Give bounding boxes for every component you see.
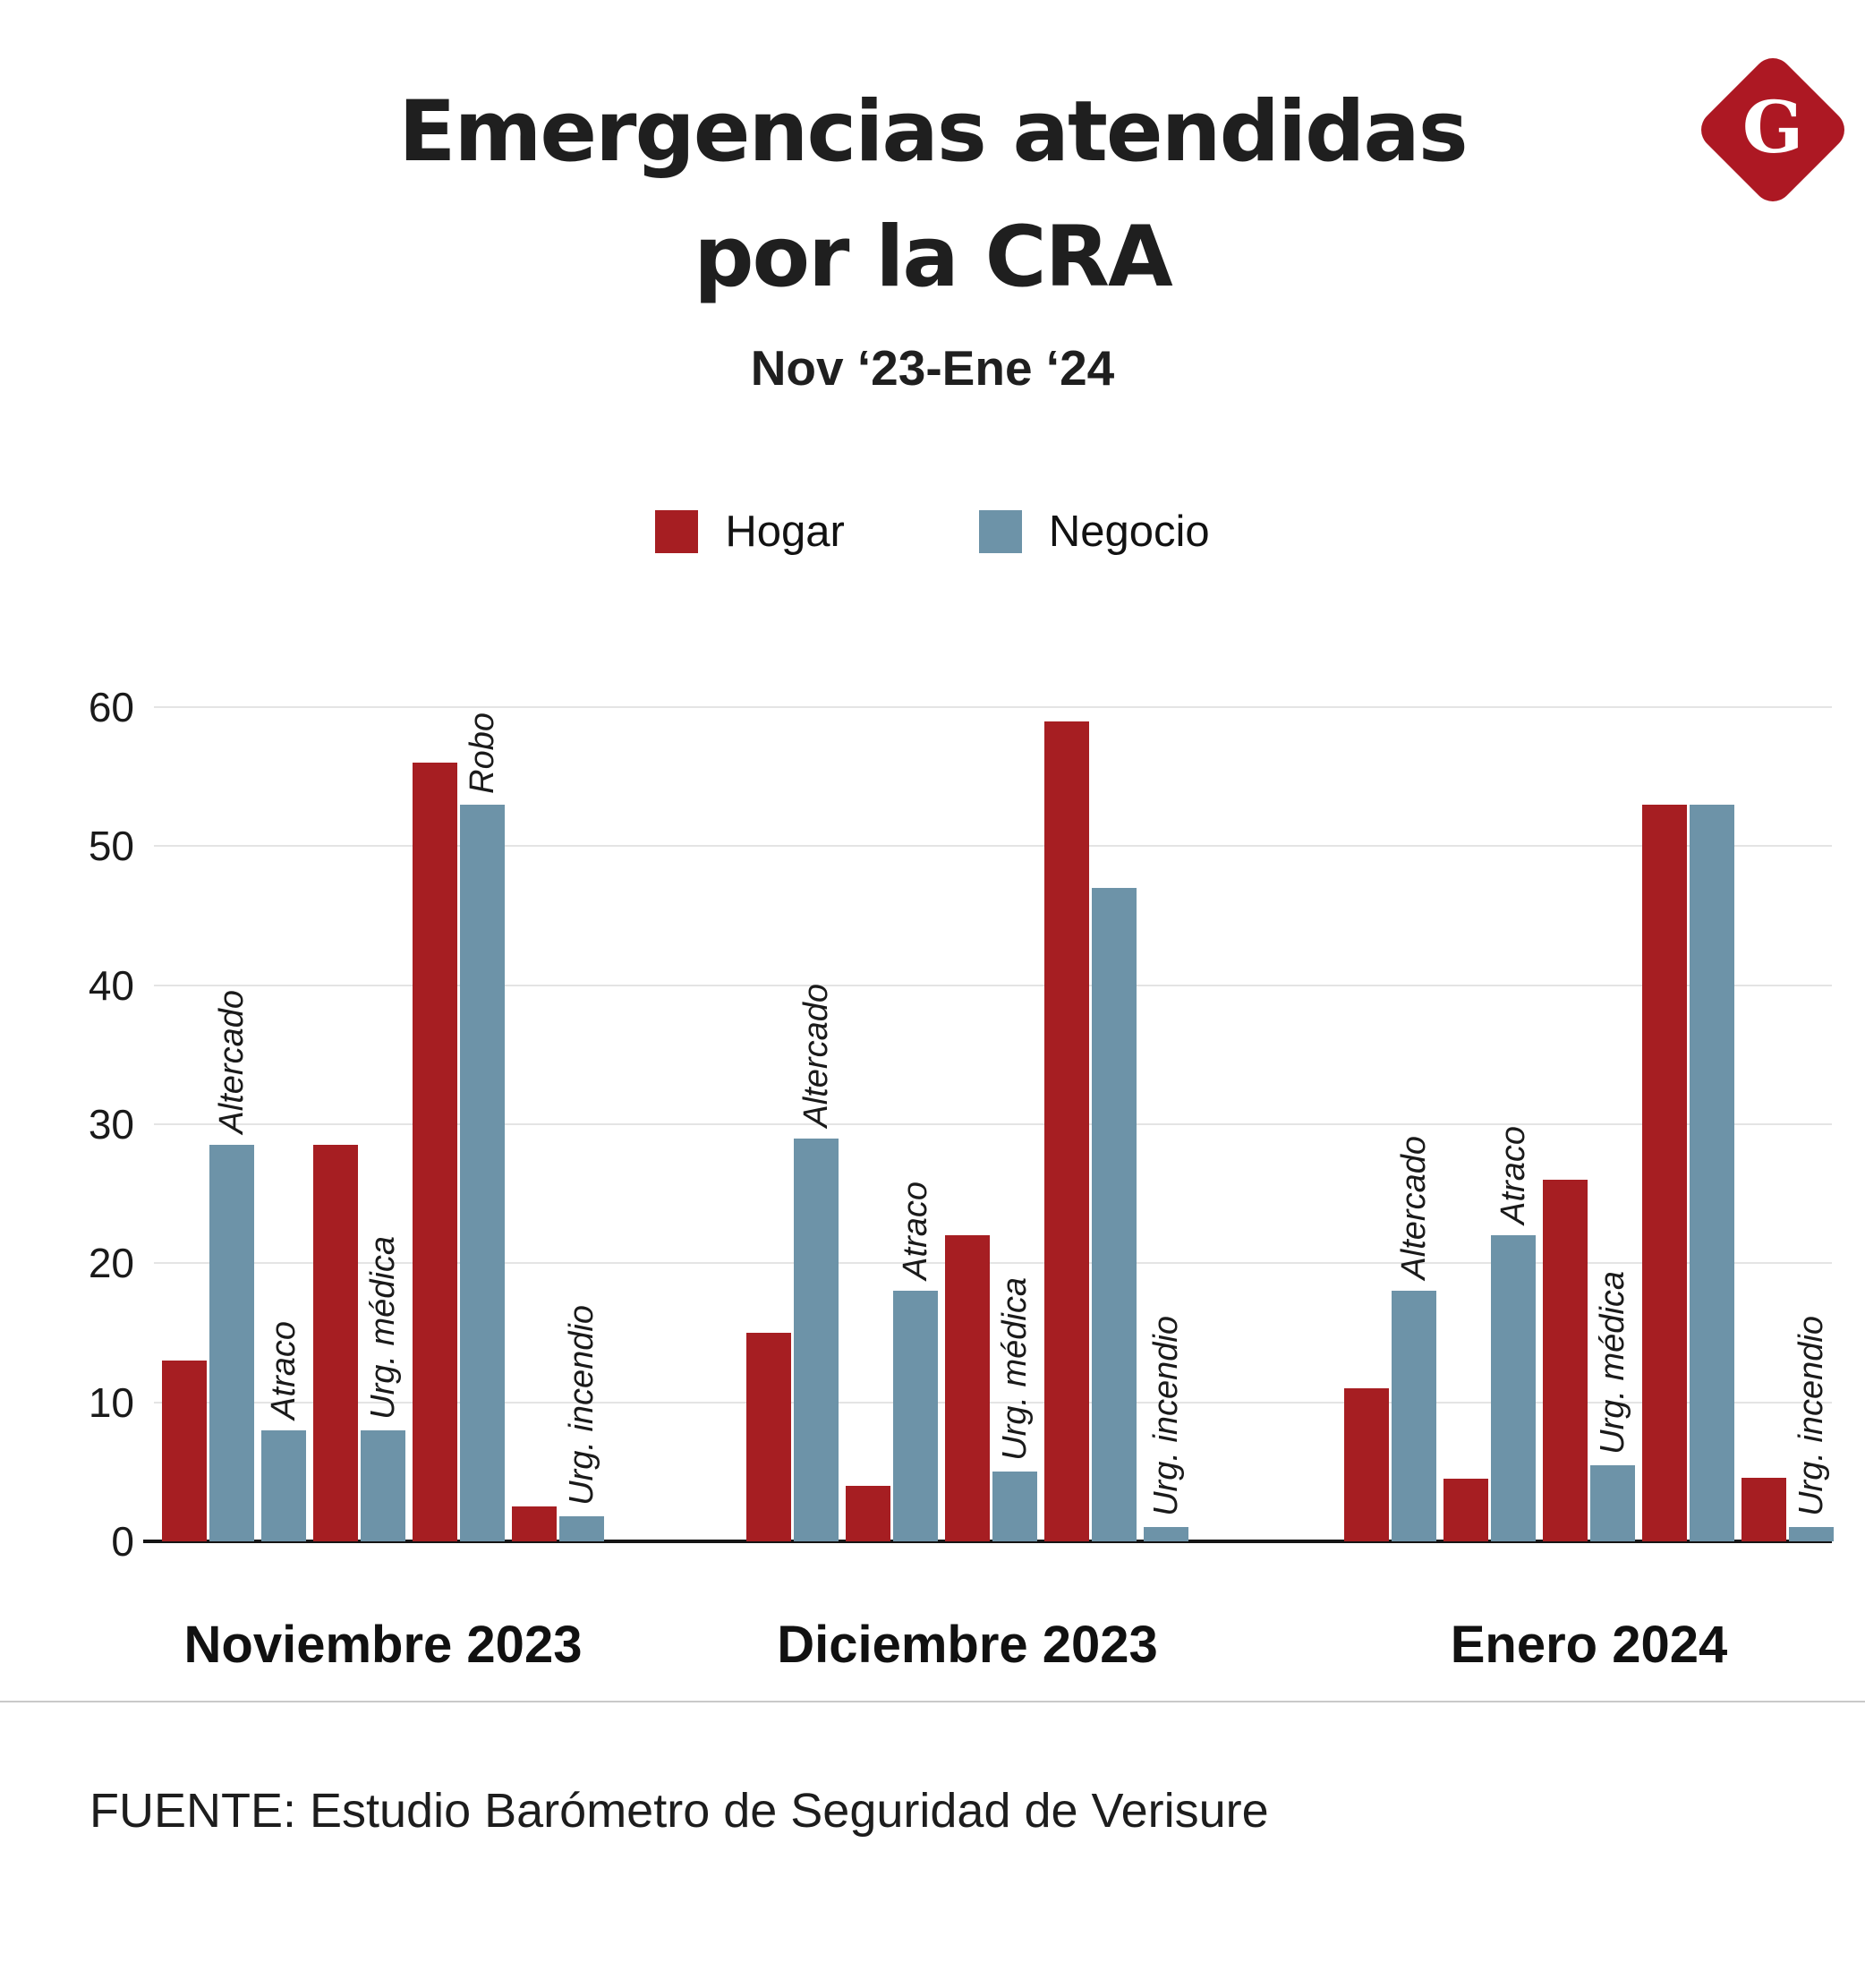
hogar-bar — [846, 1486, 890, 1541]
negocio-bar: Urg. médica — [361, 1236, 405, 1541]
hogar-bar — [413, 763, 457, 1541]
source-note: FUENTE: Estudio Barómetro de Seguridad d… — [89, 1784, 1269, 1838]
x-axis-line — [143, 1540, 1832, 1543]
y-tick-label: 40 — [88, 962, 134, 1009]
logo-letter: G — [1742, 85, 1804, 169]
category-pair: Atraco — [846, 1182, 938, 1541]
month-group: Altercado Atraco Urg. médica Urg. incendio E… — [1344, 805, 1834, 1674]
category-pair: Altercado — [1344, 1136, 1436, 1541]
category-label: Altercado — [213, 990, 251, 1134]
category-label: Urg. incendio — [1793, 1316, 1830, 1516]
category-pair: Atraco — [261, 1321, 306, 1541]
gridline-10 — [154, 1402, 1832, 1404]
hogar-bar — [313, 1145, 358, 1541]
publisher-logo: G — [1692, 49, 1853, 210]
category-pair — [1642, 805, 1734, 1541]
legend-label-negocio: Negocio — [1048, 508, 1210, 556]
gridline-50 — [154, 845, 1832, 847]
negocio-bar — [1092, 888, 1137, 1541]
hogar-bar — [1742, 1478, 1786, 1541]
category-label: Urg. médica — [364, 1236, 402, 1420]
category-pair: Urg. médica — [313, 1145, 405, 1541]
hogar-bar — [746, 1333, 791, 1541]
category-label: Robo — [464, 712, 501, 794]
y-tick-label: 50 — [88, 823, 134, 869]
negocio-bar: Atraco — [893, 1182, 938, 1541]
y-axis-labels: 0 10 20 30 40 50 60 — [27, 684, 134, 1565]
hogar-bar — [1344, 1388, 1389, 1541]
chart-title-line2: por la CRA — [694, 209, 1172, 306]
category-pair — [1044, 721, 1137, 1541]
category-pair: Urg. médica — [1543, 1180, 1635, 1541]
negocio-bar: Robo — [460, 712, 505, 1541]
negocio-bar: Urg. incendio — [559, 1305, 604, 1541]
negocio-bar: Urg. médica — [992, 1277, 1037, 1541]
negocio-bar: Atraco — [1491, 1126, 1536, 1541]
category-pair: Urg. incendio — [512, 1305, 604, 1541]
footer-divider — [0, 1701, 1865, 1702]
hogar-bar — [1642, 805, 1687, 1541]
category-pair: Urg. incendio — [1742, 1316, 1834, 1541]
category-pair: Altercado — [162, 990, 254, 1541]
plot-area: Altercado Atraco Urg. médica Robo Urg. incen… — [143, 706, 1834, 1674]
negocio-color-swatch — [978, 510, 1022, 553]
gridline-60 — [154, 706, 1832, 708]
category-label: Urg. médica — [1594, 1271, 1631, 1455]
negocio-bar: Altercado — [794, 984, 839, 1541]
y-tick-label: 0 — [111, 1518, 134, 1565]
hogar-bar — [1044, 721, 1089, 1541]
negocio-bar — [1690, 805, 1734, 1541]
legend-item-hogar: Hogar — [655, 507, 845, 557]
category-label: Atraco — [897, 1182, 934, 1280]
hogar-bar — [945, 1235, 990, 1541]
month-label: Noviembre 2023 — [183, 1616, 583, 1674]
month-group: Altercado Atraco Urg. médica Urg. incendio D… — [746, 721, 1188, 1674]
gridline-20 — [154, 1262, 1832, 1264]
category-pair: Robo — [413, 712, 505, 1541]
month-label: Enero 2024 — [1450, 1616, 1728, 1674]
y-tick-label: 10 — [88, 1379, 134, 1426]
category-label: Urg. incendio — [1147, 1316, 1185, 1516]
negocio-bar: Altercado — [1392, 1136, 1436, 1541]
category-label: Altercado — [1395, 1136, 1433, 1280]
gridline-40 — [154, 985, 1832, 986]
hogar-bar — [1443, 1479, 1488, 1541]
y-tick-label: 20 — [88, 1240, 134, 1286]
y-tick-label: 60 — [88, 684, 134, 730]
category-pair: Altercado — [746, 984, 839, 1541]
category-pair: Atraco — [1443, 1126, 1536, 1541]
category-label: Urg. médica — [996, 1277, 1034, 1461]
legend: Hogar Negocio — [0, 507, 1865, 557]
category-label: Urg. incendio — [563, 1305, 600, 1506]
hogar-bar — [1543, 1180, 1588, 1541]
month-group: Altercado Atraco Urg. médica Robo Urg. incen… — [162, 712, 604, 1674]
legend-label-hogar: Hogar — [725, 508, 845, 556]
hogar-bar — [512, 1506, 557, 1541]
negocio-bar: Altercado — [209, 990, 254, 1541]
chart-subtitle: Nov ‘23-Ene ‘24 — [750, 340, 1115, 396]
category-pair: Urg. incendio — [1144, 1316, 1188, 1541]
legend-item-negocio: Negocio — [978, 507, 1210, 557]
category-label: Altercado — [797, 984, 835, 1128]
hogar-color-swatch — [655, 510, 699, 553]
category-label: Atraco — [1495, 1126, 1532, 1224]
negocio-bar: Atraco — [261, 1321, 306, 1541]
chart-title-line1: Emergencias atendidas — [398, 83, 1469, 181]
gridline-30 — [154, 1123, 1832, 1125]
negocio-bar: Urg. incendio — [1144, 1316, 1188, 1541]
y-tick-label: 30 — [88, 1101, 134, 1148]
hogar-bar — [162, 1361, 207, 1541]
negocio-bar: Urg. médica — [1590, 1271, 1635, 1541]
category-pair: Urg. médica — [945, 1235, 1037, 1541]
negocio-bar: Urg. incendio — [1789, 1316, 1834, 1541]
category-label: Atraco — [265, 1321, 302, 1420]
month-label: Diciembre 2023 — [777, 1616, 1158, 1674]
chart-title: Emergencias atendidas por la CRA — [0, 70, 1865, 320]
